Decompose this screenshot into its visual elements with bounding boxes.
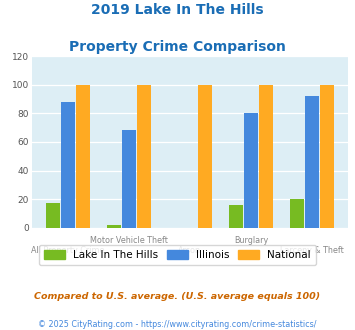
Bar [229,205,243,228]
Bar [197,85,212,228]
Bar [137,85,151,228]
Bar [46,203,60,228]
Bar [107,225,121,228]
Bar [122,130,136,228]
Bar [258,85,273,228]
Text: Arson: Arson [179,246,201,255]
Text: Property Crime Comparison: Property Crime Comparison [69,40,286,53]
Text: Burglary: Burglary [234,236,268,245]
Text: Compared to U.S. average. (U.S. average equals 100): Compared to U.S. average. (U.S. average … [34,292,321,301]
Bar [305,96,319,228]
Text: All Property Crime: All Property Crime [31,246,105,255]
Text: Motor Vehicle Theft: Motor Vehicle Theft [90,236,168,245]
Text: © 2025 CityRating.com - https://www.cityrating.com/crime-statistics/: © 2025 CityRating.com - https://www.city… [38,320,317,329]
Text: Larceny & Theft: Larceny & Theft [280,246,344,255]
Bar [244,113,258,228]
Bar [320,85,334,228]
Bar [290,199,304,228]
Bar [61,102,75,228]
Legend: Lake In The Hills, Illinois, National: Lake In The Hills, Illinois, National [39,245,316,265]
Bar [76,85,89,228]
Text: 2019 Lake In The Hills: 2019 Lake In The Hills [91,3,264,17]
